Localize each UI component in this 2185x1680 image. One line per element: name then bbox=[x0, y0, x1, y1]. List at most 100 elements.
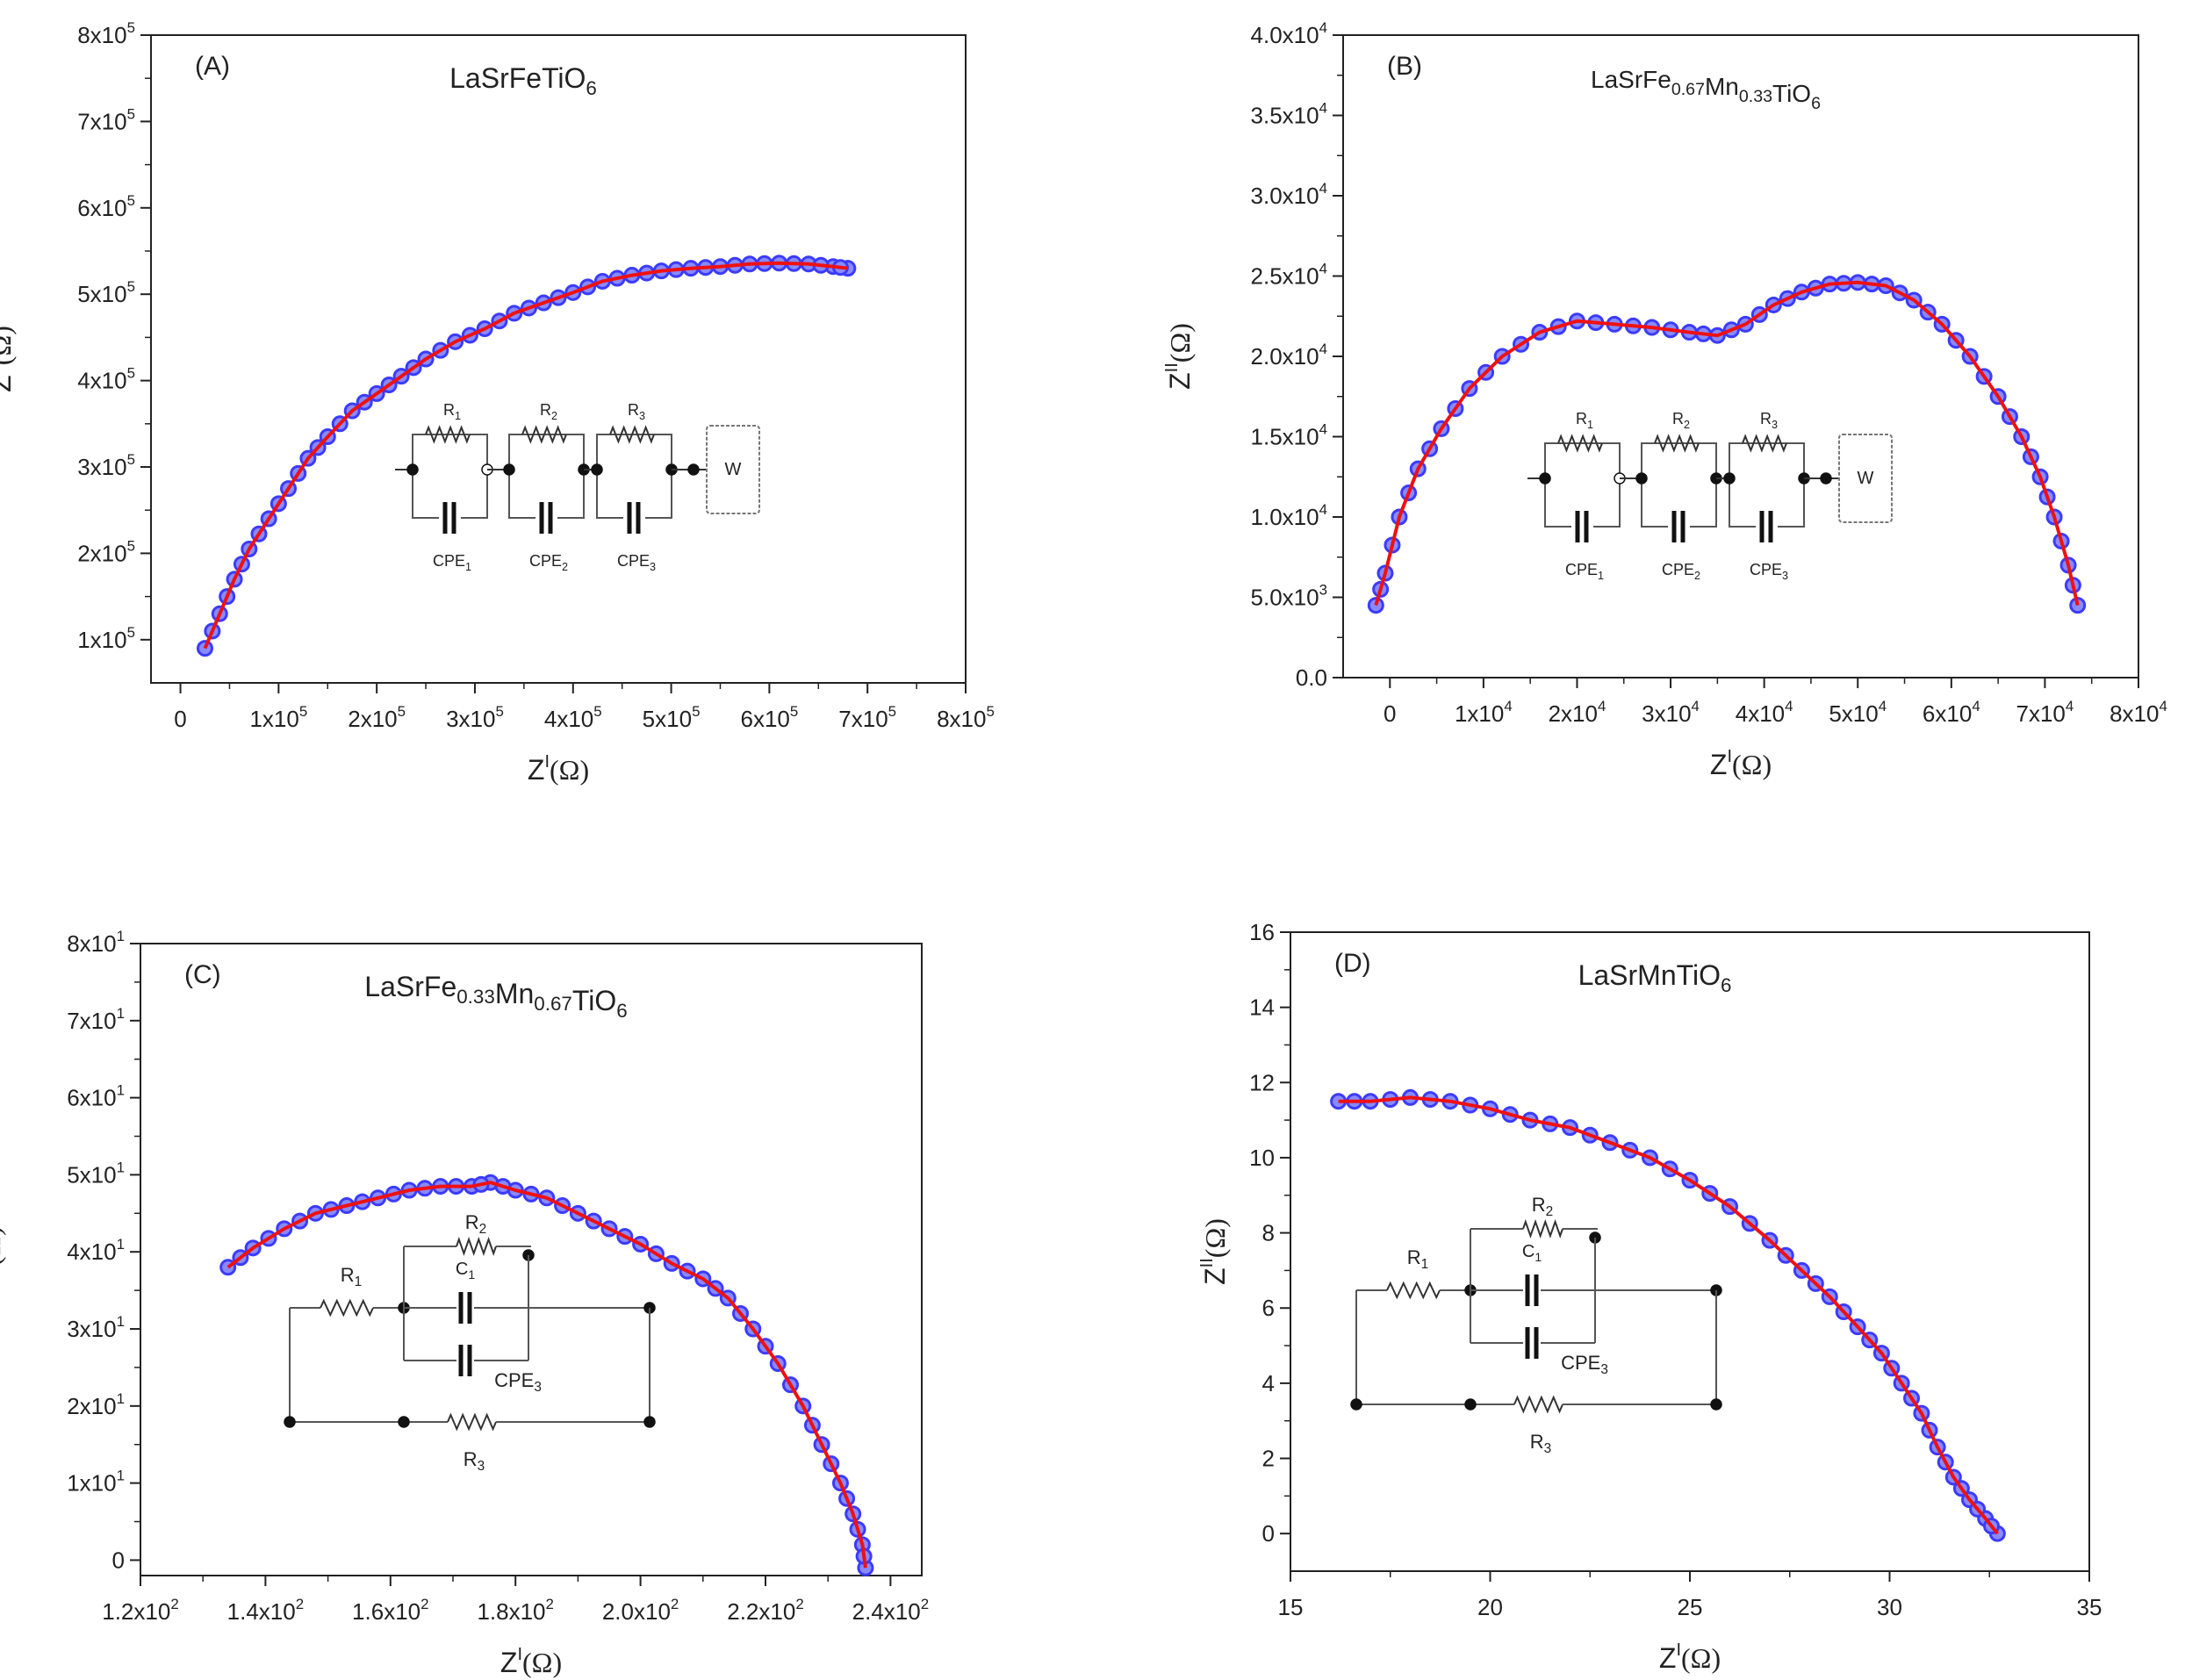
x-tick-label: 7x104 bbox=[2016, 698, 2074, 727]
circuit-node bbox=[398, 1416, 410, 1428]
circuit-gap bbox=[623, 500, 645, 535]
y-tick-label: 0.0 bbox=[1296, 664, 1327, 691]
y-tick-label: 4x101 bbox=[67, 1236, 125, 1265]
warburg-element bbox=[1838, 434, 1893, 523]
y-tick-label: 8x101 bbox=[67, 928, 125, 957]
circuit-node bbox=[284, 1416, 296, 1428]
circuit-label: R1 bbox=[1576, 410, 1593, 431]
x-tick-label: 1.8x102 bbox=[477, 1596, 553, 1625]
y-tick-label: 4.0x104 bbox=[1251, 19, 1327, 48]
x-tick-label: 1.4x102 bbox=[227, 1596, 304, 1625]
resistor bbox=[1513, 1395, 1563, 1414]
resistor bbox=[425, 425, 471, 444]
fit-line bbox=[1374, 280, 2080, 607]
y-tick-label: 12 bbox=[1249, 1069, 1275, 1095]
plot-frame bbox=[1342, 34, 2139, 678]
y-tick-label: 0 bbox=[1262, 1520, 1275, 1547]
circuit-label: CPE3 bbox=[1561, 1352, 1608, 1377]
circuit-node bbox=[1710, 1398, 1722, 1411]
y-tick-label: 0 bbox=[112, 1547, 125, 1573]
x-tick-label: 0 bbox=[174, 706, 186, 732]
fit-line bbox=[203, 261, 849, 650]
panel-label: (C) bbox=[184, 960, 221, 989]
x-tick-label: 2.2x102 bbox=[727, 1596, 803, 1625]
y-tick-label: 6x105 bbox=[77, 192, 135, 221]
x-tick-label: 0 bbox=[1384, 700, 1396, 727]
resistor bbox=[609, 425, 655, 444]
plot-frame bbox=[150, 34, 967, 684]
resistor bbox=[1742, 434, 1787, 453]
x-tick-label: 1x104 bbox=[1455, 698, 1513, 727]
chart-panel-2: 0 1x104 2x104 3x104 4x104 5x104 6x104 7x104 8x10… bbox=[1162, 19, 2167, 780]
y-tick-label: 3x101 bbox=[67, 1313, 125, 1342]
y-tick-label: 2.0x104 bbox=[1251, 341, 1327, 370]
y-tick-label: 8 bbox=[1262, 1220, 1275, 1246]
y-tick-label: 2x101 bbox=[67, 1390, 125, 1419]
circuit-label: R3 bbox=[464, 1448, 485, 1474]
circuit-label: CPE1 bbox=[1565, 561, 1604, 582]
x-tick-label: 2.4x102 bbox=[852, 1596, 929, 1625]
circuit-label: CPE2 bbox=[529, 552, 568, 573]
y-tick-label: 1.0x104 bbox=[1251, 501, 1327, 530]
circuit-node bbox=[591, 463, 603, 476]
data-point bbox=[1367, 597, 1384, 614]
circuit-node bbox=[1539, 472, 1551, 485]
circuit-label: C1 bbox=[456, 1260, 475, 1282]
panel-label: (A) bbox=[195, 52, 230, 81]
chart-panel-1: 0 1x105 2x105 3x105 4x105 5x105 6x105 7x105 8x10… bbox=[0, 19, 995, 786]
plot-frame bbox=[140, 943, 923, 1576]
circuit-label: R2 bbox=[465, 1211, 486, 1237]
chart-title: LaSrFeTiO6 bbox=[449, 62, 597, 99]
circuit-label: R2 bbox=[1532, 1194, 1553, 1219]
data-point bbox=[196, 640, 213, 657]
y-tick-label: 7x105 bbox=[77, 105, 135, 134]
circuit-label: R3 bbox=[1760, 410, 1778, 431]
circuit-label: C1 bbox=[1522, 1242, 1542, 1264]
y-tick-label: 5x101 bbox=[67, 1159, 125, 1188]
x-tick-label: 15 bbox=[1278, 1594, 1304, 1620]
y-tick-label: 2.5x104 bbox=[1251, 261, 1327, 290]
x-tick-label: 3x105 bbox=[446, 703, 504, 732]
resistor bbox=[521, 425, 567, 444]
x-axis-label: ZI(Ω) bbox=[500, 1645, 562, 1678]
y-tick-label: 16 bbox=[1249, 919, 1275, 945]
circuit-label: R1 bbox=[1407, 1246, 1428, 1272]
y-axis-label: ZII(Ω) bbox=[1162, 323, 1196, 390]
x-tick-label: 1.2x102 bbox=[102, 1596, 178, 1625]
y-tick-label: 6x101 bbox=[67, 1082, 125, 1111]
y-tick-label: 7x101 bbox=[67, 1005, 125, 1034]
resistor bbox=[1386, 1281, 1441, 1300]
y-tick-label: 14 bbox=[1249, 994, 1275, 1021]
circuit-label: CPE2 bbox=[1662, 561, 1700, 582]
y-tick-label: 3.0x104 bbox=[1251, 180, 1327, 209]
circuit-label: W bbox=[725, 460, 742, 479]
circuit-node bbox=[687, 463, 700, 476]
circuit-label: CPE3 bbox=[1750, 561, 1788, 582]
x-tick-label: 6x105 bbox=[740, 703, 798, 732]
y-tick-label: 3x105 bbox=[77, 451, 135, 480]
chart-panel-3: 1.2x102 1.4x102 1.6x102 1.8x102 2.0x102 2.2x1… bbox=[0, 928, 929, 1678]
resistor bbox=[320, 1298, 374, 1317]
resistor bbox=[456, 1236, 497, 1257]
circuit-label: R1 bbox=[443, 401, 461, 422]
y-axis-label: ZII(Ω) bbox=[1197, 1218, 1231, 1285]
y-tick-label: 8x105 bbox=[77, 19, 135, 48]
equivalent-circuit-inset: R1 CPE1 R2 CPE2 R3 CPE3 W bbox=[1527, 410, 1893, 582]
chart-title: LaSrMnTiO6 bbox=[1578, 959, 1732, 996]
x-tick-label: 1x105 bbox=[249, 703, 307, 732]
y-tick-label: 4 bbox=[1262, 1370, 1275, 1396]
x-tick-label: 7x105 bbox=[838, 703, 896, 732]
x-axis-label: ZI(Ω) bbox=[1710, 747, 1772, 780]
circuit-label: CPE3 bbox=[494, 1369, 542, 1395]
circuit-label: R3 bbox=[1530, 1431, 1551, 1456]
circuit-gap bbox=[439, 500, 461, 535]
resistor bbox=[1557, 434, 1603, 453]
circuit-label: W bbox=[1858, 469, 1874, 488]
circuit-node bbox=[1723, 472, 1736, 485]
x-tick-label: 20 bbox=[1477, 1594, 1503, 1620]
x-tick-label: 4x105 bbox=[544, 703, 602, 732]
panel-label: (B) bbox=[1387, 52, 1422, 81]
circuit-gap bbox=[1756, 509, 1778, 544]
chart-title: LaSrFe0.67Mn0.33TiO6 bbox=[1591, 66, 1821, 113]
